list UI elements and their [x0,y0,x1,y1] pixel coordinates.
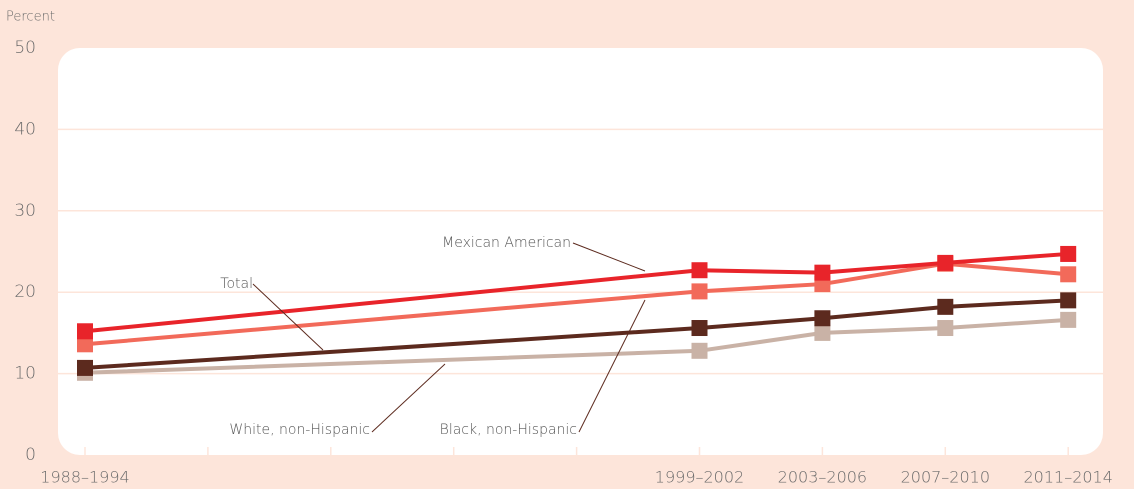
series-label: White, non-Hispanic [229,422,370,438]
point [691,262,708,279]
x-tick-label: 1988–1994 [40,468,129,487]
y-tick-label: 0 [25,445,36,465]
point [814,324,831,341]
leader-line [371,363,446,433]
y-tick-label: 10 [14,364,36,384]
point [937,320,954,337]
y-tick-label: 30 [14,201,36,221]
point [77,323,93,340]
leader-line [252,283,324,351]
point [937,254,954,271]
series-label: Total [220,276,253,292]
x-tick-label: 2003–2006 [778,468,867,487]
point [814,310,831,327]
point [1060,266,1077,283]
point [77,336,93,353]
x-tick-label: 1999–2002 [655,468,744,487]
point [691,342,708,359]
point [77,359,93,376]
point [1060,292,1077,309]
series-label: Mexican American [442,235,571,251]
point [691,283,708,300]
y-tick-label: 40 [14,119,36,139]
y-axis-label: Percent [6,10,55,25]
point [937,298,954,315]
point [1060,245,1077,262]
x-tick-label: 2011–2014 [1023,468,1112,487]
plot-area [58,48,1103,455]
leader-line [572,242,646,272]
point [1060,311,1077,328]
y-tick-label: 50 [14,38,36,58]
y-tick-label: 20 [14,282,36,302]
series-label: Black, non-Hispanic [440,422,577,438]
point [814,264,831,281]
leader-line [578,299,646,433]
x-tick-label: 2007–2010 [901,468,990,487]
point [691,320,708,337]
